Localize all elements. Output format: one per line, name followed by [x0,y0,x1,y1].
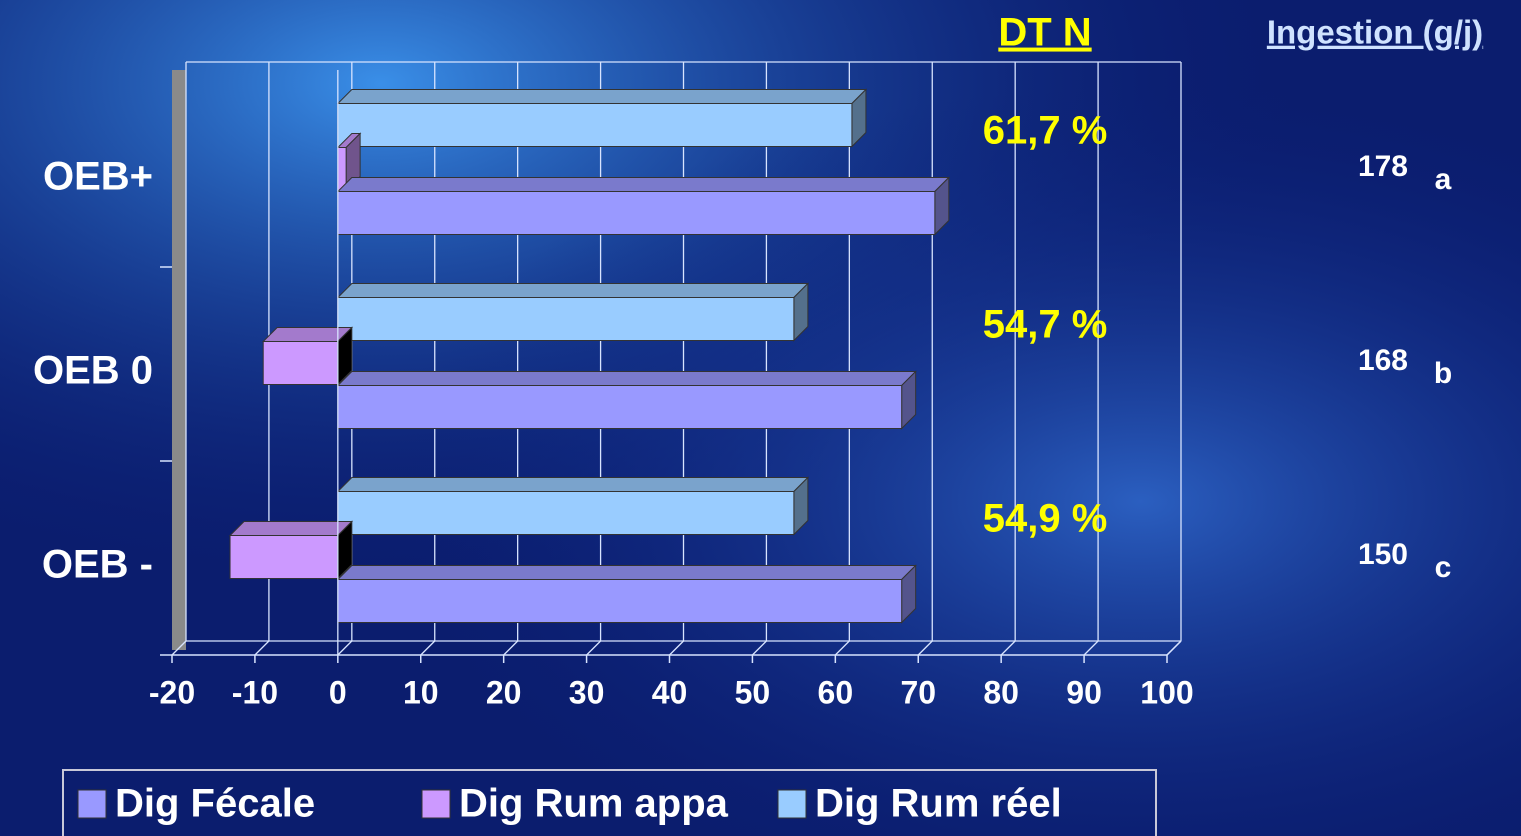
x-tick-label: 70 [900,674,936,710]
floor-line [171,640,187,656]
x-tick-label: -10 [232,674,278,710]
dtn-value: 61,7 % [983,109,1108,153]
bar-top [228,521,354,536]
x-tick-label: 20 [486,674,522,710]
bar-front [337,103,853,147]
ingestion-group: a [1435,163,1452,196]
legend-box [62,769,1157,836]
bar [262,326,354,386]
x-tick-label: -20 [149,674,195,710]
legend-swatch [77,789,107,819]
legend-label: Dig Rum réel [815,782,1062,826]
bar-top [336,89,868,104]
ingestion-value: 150 [1358,538,1408,571]
bar [336,88,868,148]
ingestion-value: 168 [1358,344,1408,377]
legend-swatch [421,789,451,819]
legend-label: Dig Fécale [115,782,315,826]
x-tick-label: 0 [329,674,347,710]
bar-front [229,535,339,579]
dtn-value: 54,7 % [983,303,1108,347]
bar-front [337,297,795,341]
floor-line [586,640,602,656]
bar-top [336,371,917,386]
bar-top [336,477,810,492]
x-tick-label: 60 [818,674,854,710]
bar [336,370,917,430]
ingestion-group: c [1435,551,1452,584]
y-tick-label: OEB 0 [33,349,153,393]
bar-top [336,565,917,580]
floor-line [669,640,684,656]
bar-front [337,385,903,429]
bar-front [337,579,903,623]
floor-line [420,640,436,656]
bar [336,282,810,342]
dtn-value: 54,9 % [983,497,1108,541]
floor-line [337,640,353,656]
x-tick-label: 90 [1066,674,1102,710]
y-tick-label: OEB+ [43,155,153,199]
bar [336,132,362,192]
floor-line [751,640,767,656]
legend-swatch [777,789,807,819]
bar-top [336,283,810,298]
x-tick-label: 100 [1140,674,1193,710]
bar [336,564,917,624]
bar-top [262,327,354,342]
floor-line [1000,640,1016,656]
bar-top [336,177,951,192]
bar [336,476,810,536]
legend-label: Dig Rum appa [459,782,729,826]
y-tick-label: OEB - [42,543,153,587]
x-tick-label: 10 [403,674,439,710]
x-tick-label: 30 [569,674,605,710]
ingestion-group: b [1434,357,1452,390]
bar-front [262,341,339,385]
ingestion-value: 178 [1358,150,1408,183]
bar [228,520,354,580]
floor-line [1083,640,1099,656]
floor-line [254,640,270,656]
ingestion-title: Ingestion (g/j) [1267,14,1483,51]
bar-front [337,191,936,235]
floor-line [503,640,519,656]
bar [336,176,951,236]
x-tick-label: 40 [652,674,688,710]
x-tick-label: 80 [983,674,1019,710]
side-wall [172,70,186,650]
floor-right [1166,640,1182,656]
floor-line [834,640,850,656]
bar-front [337,491,795,535]
floor-line [917,640,933,656]
dtn-title: DT N [998,11,1091,55]
x-tick-label: 50 [735,674,771,710]
